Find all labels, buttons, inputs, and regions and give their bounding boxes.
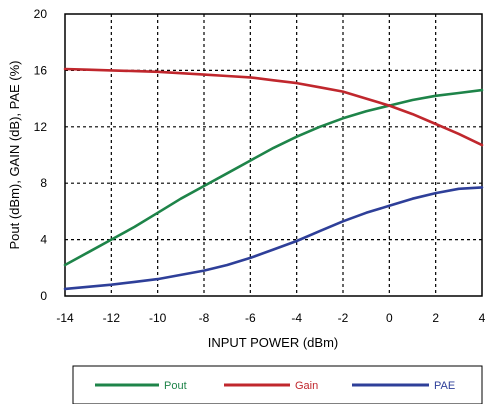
- x-tick-label: 2: [432, 311, 439, 325]
- x-tick-label: 4: [479, 311, 485, 325]
- x-tick-label: -2: [338, 311, 349, 325]
- y-tick-label: 12: [34, 120, 48, 134]
- x-tick-label: 0: [386, 311, 393, 325]
- x-axis-title: INPUT POWER (dBm): [208, 335, 339, 350]
- grid-lines: [65, 14, 482, 296]
- x-tick-label: -4: [291, 311, 302, 325]
- x-tick-label: -10: [149, 311, 167, 325]
- y-tick-label: 20: [34, 7, 48, 21]
- legend-label-pout: Pout: [164, 380, 187, 392]
- y-tick-label: 0: [40, 289, 47, 303]
- x-tick-label: -6: [245, 311, 256, 325]
- series-line-pout: [63, 88, 484, 267]
- series-line-gain: [63, 67, 484, 147]
- y-tick-label: 16: [34, 63, 48, 77]
- x-tick-label: -12: [103, 311, 121, 325]
- series-line-pae: [63, 186, 484, 291]
- y-tick-label: 8: [40, 176, 47, 190]
- y-axis-title: Pout (dBm), GAIN (dB), PAE (%): [7, 60, 22, 249]
- legend: Pout Gain PAE: [72, 365, 483, 404]
- y-tick-labels: 0 4 8 12 16 20: [34, 7, 48, 303]
- y-tick-label: 4: [40, 233, 47, 247]
- plot-frame: [64, 13, 483, 297]
- legend-label-gain: Gain: [295, 380, 318, 392]
- legend-label-pae: PAE: [434, 380, 455, 392]
- x-tick-label: -8: [199, 311, 210, 325]
- x-tick-label: -14: [56, 311, 74, 325]
- series-layer: [63, 67, 484, 291]
- x-tick-labels: -14 -12 -10 -8 -6 -4 -2 0 2 4: [56, 311, 485, 325]
